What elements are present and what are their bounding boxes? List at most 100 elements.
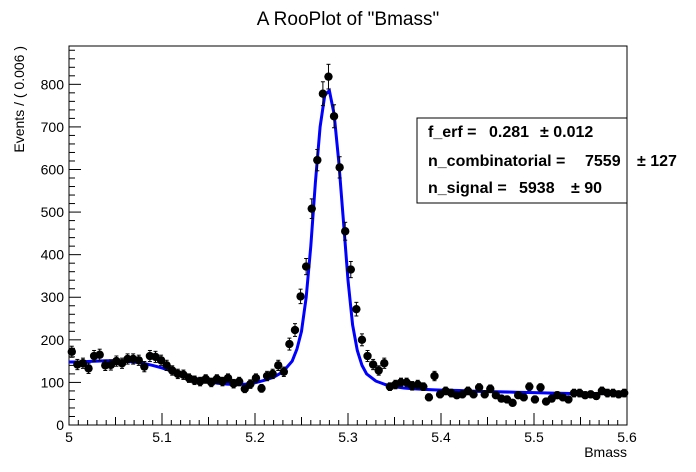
x-tick-label: 5.5: [524, 429, 544, 445]
data-marker: [329, 112, 339, 121]
y-tick-label: 600: [41, 161, 65, 177]
data-marker: [67, 347, 76, 356]
data-point: [374, 365, 383, 376]
stat-f-erf-value: 0.281: [489, 124, 529, 141]
data-marker: [363, 351, 372, 361]
stat-n-combinatorial-value: 7559: [585, 153, 621, 170]
data-point: [234, 376, 244, 387]
stat-n-signal-error: ± 90: [571, 180, 602, 197]
data-marker: [519, 393, 528, 402]
data-point: [335, 156, 344, 179]
data-point: [240, 384, 249, 394]
data-marker: [346, 265, 355, 274]
y-axis: 0 100 200 300 400 500 600 700 800: [41, 49, 81, 433]
data-point: [368, 358, 378, 371]
data-marker: [341, 227, 350, 236]
x-axis-title: Bmass: [584, 444, 627, 460]
data-marker: [469, 390, 478, 399]
data-marker: [223, 373, 233, 383]
plot-frame: [68, 45, 628, 426]
data-point: [324, 63, 333, 90]
stat-n-signal-name: n_signal =: [428, 180, 507, 197]
data-point: [341, 221, 350, 241]
data-marker: [78, 359, 88, 368]
data-point: [162, 359, 171, 371]
data-point: [223, 373, 233, 383]
data-marker: [592, 391, 601, 401]
data-point: [257, 384, 266, 393]
data-marker: [564, 395, 573, 404]
data-marker: [279, 367, 289, 376]
data-marker: [234, 377, 244, 386]
data-point: [279, 366, 289, 377]
data-point: [318, 81, 328, 107]
data-point: [530, 395, 540, 404]
stat-n-signal-value: 5938: [519, 180, 555, 197]
data-marker: [162, 361, 171, 370]
data-point: [469, 390, 478, 399]
data-point: [508, 398, 517, 408]
data-point: [67, 345, 76, 358]
data-point: [251, 373, 261, 383]
data-marker: [525, 382, 534, 391]
data-point: [301, 257, 311, 276]
data-point: [525, 382, 534, 392]
data-marker: [419, 382, 428, 391]
y-tick-label: 200: [41, 332, 65, 348]
data-marker: [508, 398, 517, 408]
data-point: [246, 379, 255, 389]
data-point: [357, 333, 367, 347]
data-marker: [156, 356, 166, 365]
data-marker: [474, 383, 484, 392]
y-tick-label: 400: [41, 247, 65, 263]
data-point: [290, 323, 300, 337]
data-point: [391, 379, 400, 390]
data-point: [285, 337, 294, 351]
data-marker: [134, 356, 143, 365]
data-marker: [257, 384, 266, 393]
data-marker: [430, 371, 439, 381]
data-point: [156, 354, 166, 366]
data-marker: [530, 395, 540, 404]
y-axis-title: Events / ( 0.006 ): [11, 46, 27, 153]
data-marker: [352, 304, 361, 314]
data-marker: [486, 384, 495, 394]
data-point: [430, 370, 439, 382]
data-marker: [290, 325, 300, 335]
data-marker: [140, 362, 149, 371]
data-marker: [240, 384, 249, 394]
data-point: [486, 384, 495, 394]
fit-stats-box: f_erf = 0.281 ± 0.012 n_combinatorial = …: [416, 117, 677, 204]
data-marker: [357, 335, 367, 345]
data-point: [564, 395, 573, 404]
x-tick-label: 5: [65, 429, 73, 445]
stat-f-erf-error: ± 0.012: [540, 124, 593, 141]
data-marker: [318, 89, 328, 98]
data-marker: [313, 155, 322, 165]
data-marker: [301, 262, 311, 271]
stats-box-frame: [416, 117, 628, 204]
data-point: [380, 357, 389, 369]
data-marker: [380, 359, 389, 368]
data-point: [274, 359, 283, 371]
stat-n-combinatorial-error: ± 127: [637, 153, 677, 170]
stat-f-erf-name: f_erf =: [428, 124, 476, 141]
data-point: [78, 357, 88, 369]
data-point: [346, 260, 355, 279]
x-tick-label: 5.6: [617, 429, 637, 445]
x-axis: 5 5.1 5.2 5.3 5.4 5.5 5.6: [65, 413, 637, 445]
x-tick-label: 5.2: [245, 429, 265, 445]
data-point: [419, 382, 428, 392]
y-tick-label: 700: [41, 119, 65, 135]
data-marker: [307, 204, 316, 213]
x-tick-label: 5.4: [431, 429, 451, 445]
data-point: [95, 348, 104, 361]
data-point: [536, 383, 545, 392]
data-marker: [620, 388, 629, 398]
data-point: [620, 388, 629, 398]
data-point: [84, 362, 93, 374]
data-marker: [480, 390, 489, 399]
data-point: [296, 288, 305, 305]
data-point: [474, 383, 484, 392]
